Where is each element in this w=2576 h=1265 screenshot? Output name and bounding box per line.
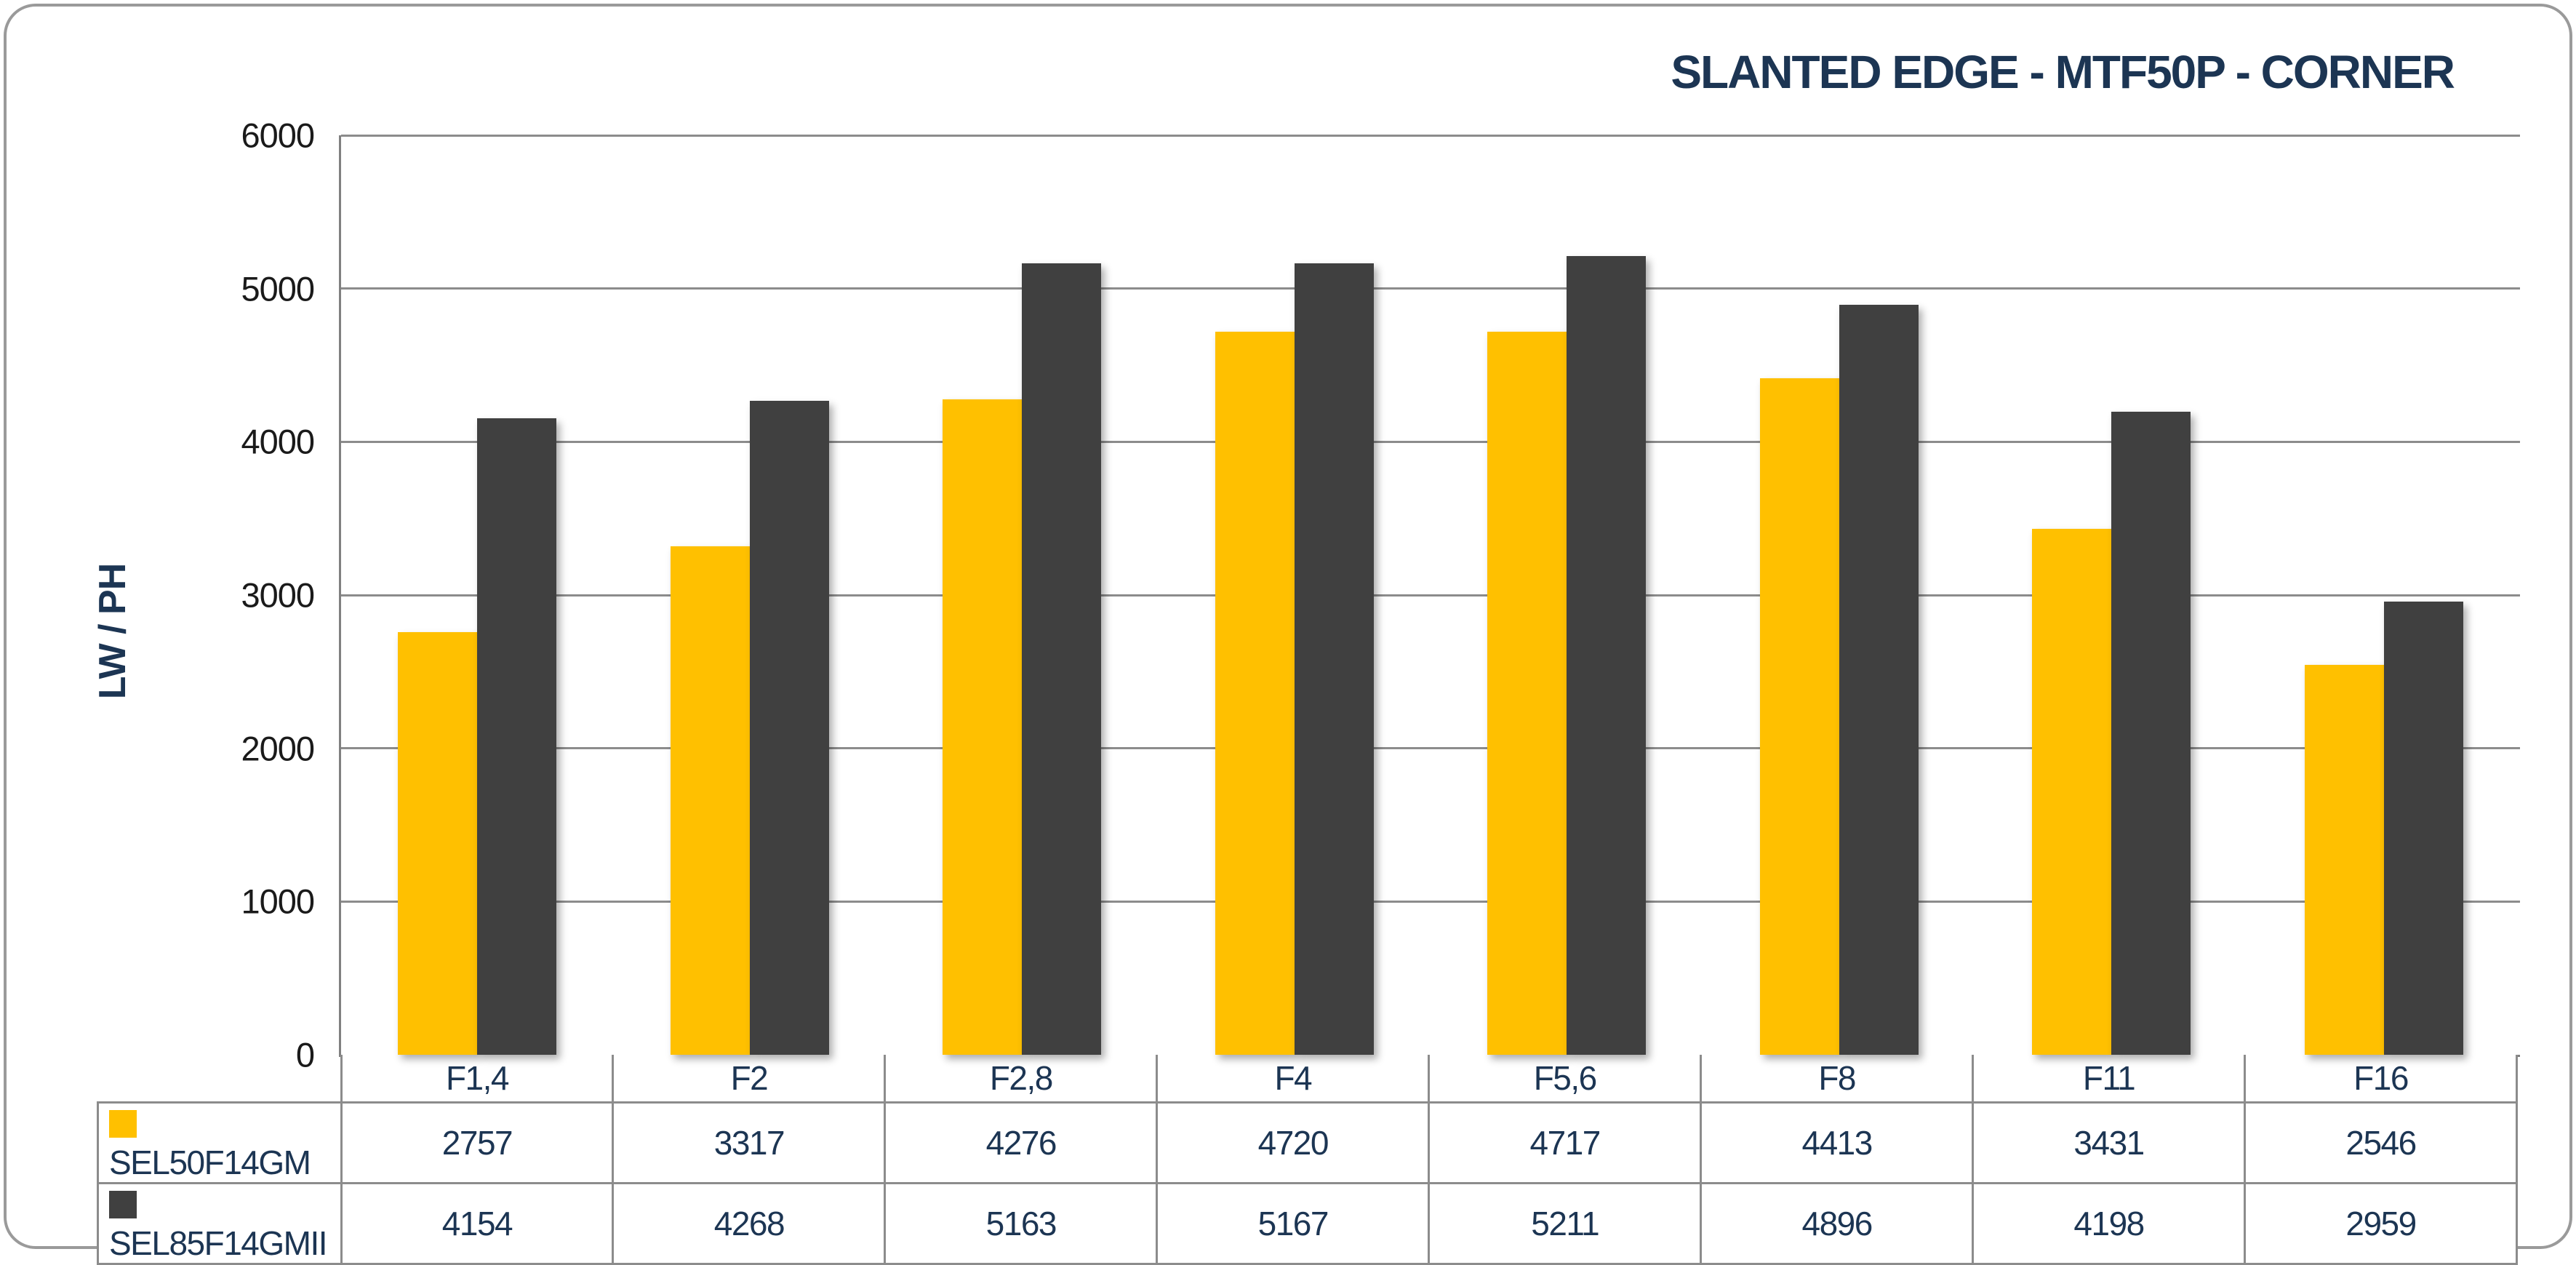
series-name-label: SEL85F14GMII [109,1224,328,1262]
value-cell: 4198 [1972,1182,2247,1265]
bar-sel85f14gmii [1567,256,1647,1055]
series-name-label: SEL50F14GM [109,1144,311,1181]
category-header-cell: F2,8 [884,1055,1159,1104]
table-header-row: F1,4 F2 F2,8 F4 F5,6 F8 F11 F16 [98,1055,2518,1104]
value-cell: 4413 [1700,1101,1975,1184]
bar-sel85f14gmii [1022,263,1102,1055]
bar-sel85f14gmii [477,418,557,1055]
legend-swatch [109,1109,137,1138]
y-tick-label: 5000 [241,269,315,308]
bar-sel85f14gmii [1294,263,1374,1055]
bar-sel85f14gmii [749,400,829,1055]
table-row: SEL85F14GMII 4154 4268 5163 5167 5211 4896 4198… [97,1182,2518,1265]
value-cell: 4276 [884,1101,1159,1184]
plot-area [339,134,2520,1057]
value-cell: 2546 [2244,1101,2518,1184]
legend-cell: SEL50F14GM [97,1101,343,1184]
category-header-cell: F8 [1700,1055,1975,1104]
value-cell: 5163 [884,1182,1159,1265]
value-cell: 4154 [340,1182,615,1265]
table-row: SEL50F14GM 2757 3317 4276 4720 4717 4413 3431 25… [97,1101,2518,1184]
bar-sel50f14gm [2304,664,2384,1055]
y-tick-label: 6000 [241,116,315,155]
data-table: F1,4 F2 F2,8 F4 F5,6 F8 F11 F16 SEL50F14GM 2757 33… [97,1055,2518,1265]
y-tick-label: 3000 [241,575,315,615]
bar-sel50f14gm [1215,331,1295,1055]
value-cell: 5167 [1156,1182,1431,1265]
gridline [341,440,2520,443]
table-header-stub [98,1055,342,1103]
gridline [341,287,2520,290]
value-cell: 2757 [340,1101,615,1184]
bar-sel85f14gmii [1839,304,1919,1055]
gridline [341,134,2520,137]
category-header-cell: F16 [2244,1055,2518,1104]
y-tick-label: 4000 [241,422,315,461]
category-header-cell: F2 [612,1055,887,1104]
y-tick-label: 1000 [241,882,315,921]
value-cell: 5211 [1428,1182,1703,1265]
category-header-cell: F5,6 [1428,1055,1703,1104]
bar-sel85f14gmii [2383,601,2463,1055]
bar-sel85f14gmii [2111,411,2191,1055]
gridline [341,747,2520,750]
value-cell: 2959 [2244,1182,2518,1265]
bar-sel50f14gm [1487,332,1567,1055]
y-axis-tick-labels: 0 1000 2000 3000 4000 5000 6000 [0,116,315,1074]
value-cell: 4896 [1700,1182,1975,1265]
category-header-cell: F11 [1972,1055,2247,1104]
bar-sel50f14gm [2032,529,2112,1055]
y-tick-label: 0 [295,1035,315,1074]
value-cell: 3431 [1972,1101,2247,1184]
category-header-cell: F1,4 [340,1055,615,1104]
legend-cell: SEL85F14GMII [97,1182,343,1265]
gridline [341,594,2520,596]
value-cell: 4717 [1428,1101,1703,1184]
category-header-cell: F4 [1156,1055,1431,1104]
chart-title: SLANTED EDGE - MTF50P - CORNER [1671,46,2455,98]
bar-sel50f14gm [1759,378,1839,1055]
value-cell: 4720 [1156,1101,1431,1184]
bar-sel50f14gm [398,632,478,1055]
value-cell: 3317 [612,1101,887,1184]
bar-sel50f14gm [670,546,750,1055]
value-cell: 4268 [612,1182,887,1265]
legend-swatch [109,1190,137,1218]
y-tick-label: 2000 [241,729,315,768]
bar-sel50f14gm [943,399,1023,1055]
gridline [341,900,2520,903]
